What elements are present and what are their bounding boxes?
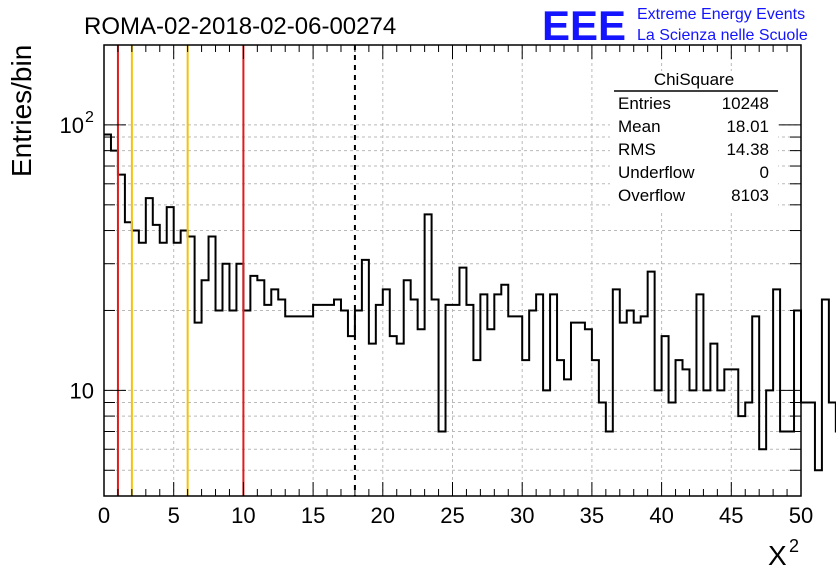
- stats-row-value: 0: [760, 163, 769, 182]
- logo-line-2: La Scienza nelle Scuole: [637, 27, 808, 44]
- stats-row-label: Underflow: [618, 163, 695, 182]
- marker-lines: [116, 45, 356, 496]
- x-axis-label-base: X: [768, 540, 787, 571]
- stats-row-value: 14.38: [726, 140, 769, 159]
- x-tick-label: 0: [98, 503, 110, 528]
- x-tick-label: 50: [789, 503, 813, 528]
- stats-box-background: [610, 71, 778, 211]
- x-tick-label: 35: [580, 503, 604, 528]
- stats-row-label: Overflow: [618, 186, 686, 205]
- grid: [104, 45, 801, 496]
- histogram-outline: [104, 133, 836, 472]
- y-axis-label: Entries/bin: [6, 45, 37, 177]
- eee-logo: EEE Extreme Energy Events La Scienza nel…: [542, 2, 808, 49]
- stats-row-value: 18.01: [726, 117, 769, 136]
- stats-box: ChiSquare Entries 10248 Mean 18.01 RMS 14.38 U…: [610, 70, 778, 211]
- x-axis-label-exponent: 2: [789, 536, 799, 556]
- x-tick-label: 30: [510, 503, 534, 528]
- stats-rows: Entries 10248 Mean 18.01 RMS 14.38 Underflow 0 O…: [618, 94, 769, 205]
- y-tick-label-exponent: 2: [85, 109, 94, 126]
- stats-row-value: 8103: [731, 186, 769, 205]
- x-tick-label: 5: [168, 503, 180, 528]
- logo-line-1: Extreme Energy Events: [637, 6, 805, 23]
- stats-row-label: RMS: [618, 140, 656, 159]
- stats-header: ChiSquare: [654, 70, 734, 89]
- y-tick-label-base: 10: [70, 378, 94, 403]
- x-tick-label: 20: [371, 503, 395, 528]
- logo-mark: EEE: [542, 2, 626, 49]
- stats-row-label: Entries: [618, 94, 671, 113]
- x-tick-label: 10: [231, 503, 255, 528]
- x-tick-label: 40: [649, 503, 673, 528]
- x-axis-label: X 2: [768, 536, 799, 571]
- x-tick-label: 15: [301, 503, 325, 528]
- y-tick-label-base: 10: [60, 113, 84, 138]
- histogram: [104, 133, 836, 472]
- chart-title: ROMA-02-2018-02-06-00274: [84, 13, 396, 40]
- x-tick-label: 45: [719, 503, 743, 528]
- stats-row-value: 10248: [722, 94, 769, 113]
- y-tick-label: 10: [70, 378, 94, 403]
- x-tick-label: 25: [440, 503, 464, 528]
- y-tick-label: 10 2: [60, 109, 94, 138]
- stats-row-label: Mean: [618, 117, 661, 136]
